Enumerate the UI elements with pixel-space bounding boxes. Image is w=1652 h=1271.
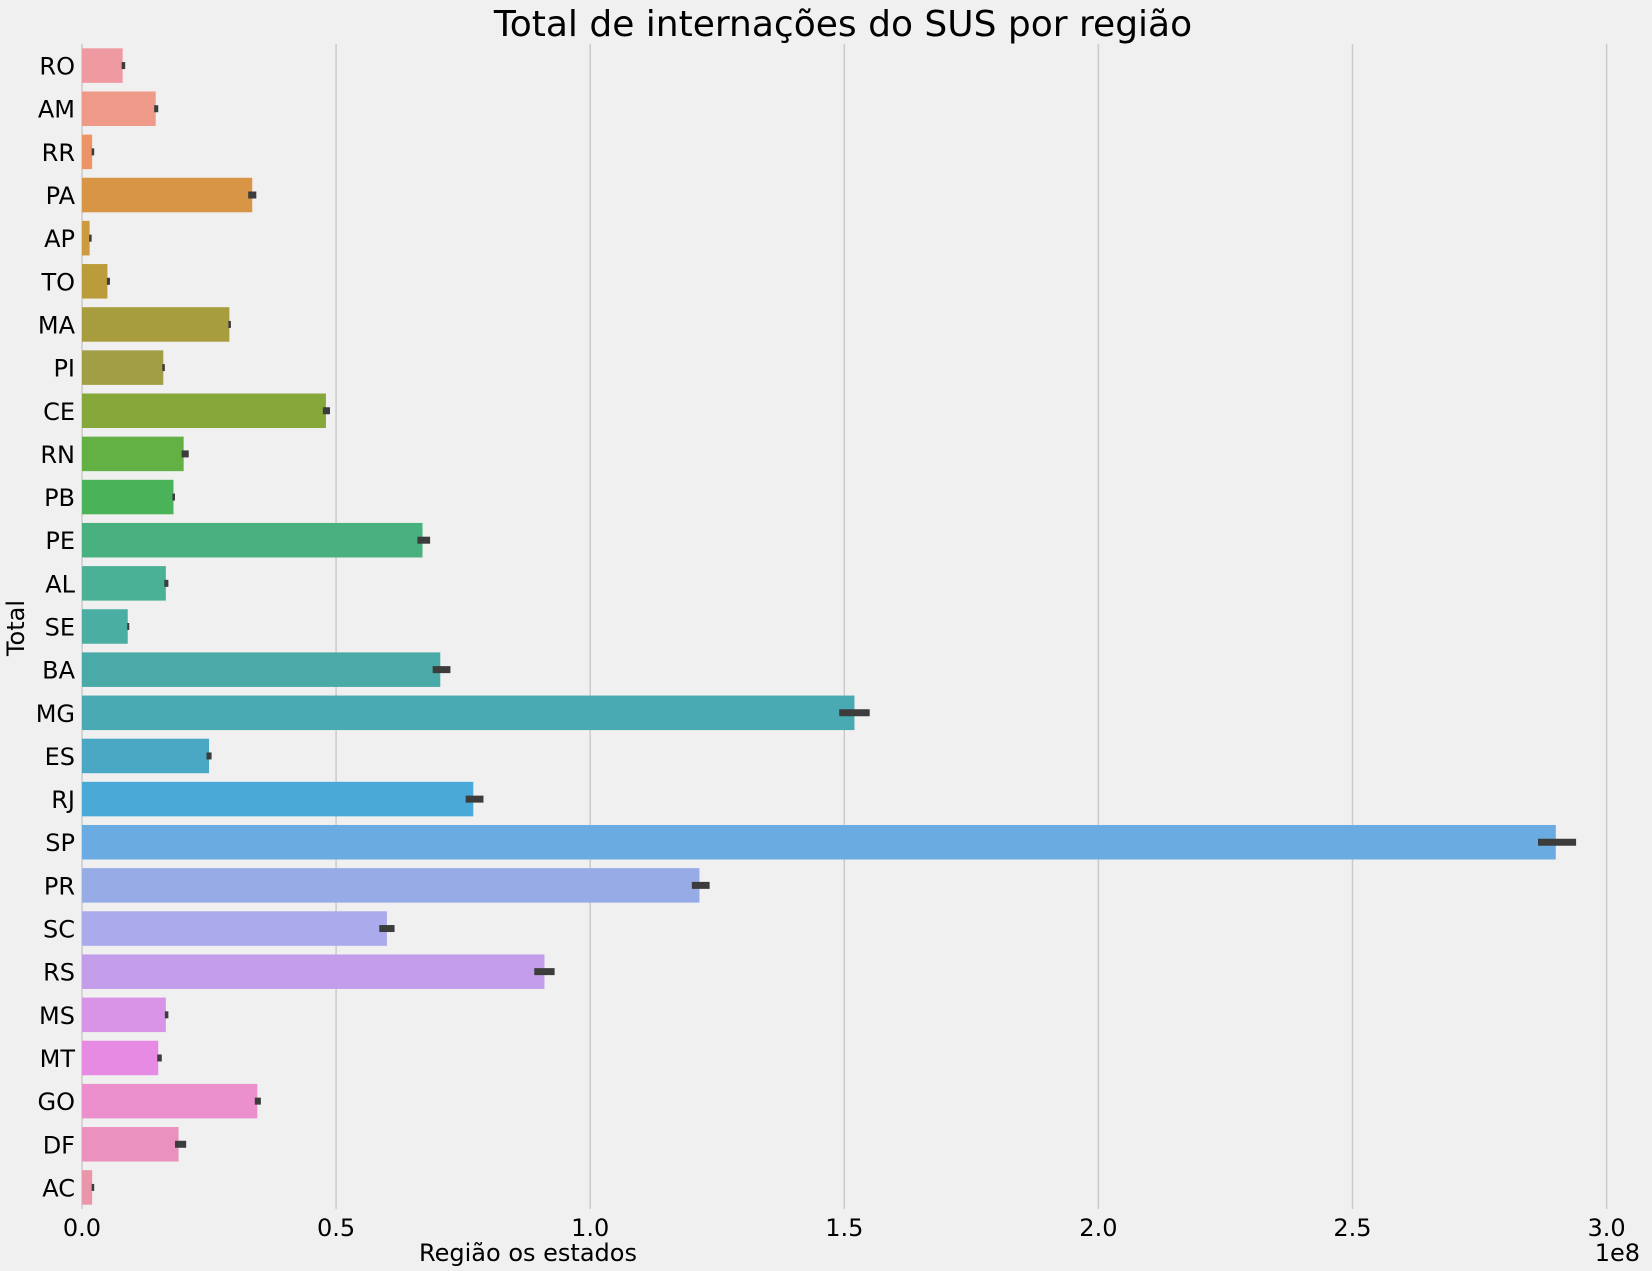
bar-df [82, 1127, 179, 1162]
bar-sc [82, 911, 387, 946]
chart-title: Total de internações do SUS por região [493, 4, 1192, 45]
x-tick-labels: 0.0 0.5 1.0 1.5 2.0 2.5 3.0 [63, 1214, 1626, 1242]
x-tick-label: 2.0 [1079, 1214, 1117, 1242]
y-tick-label-rj: RJ [51, 786, 75, 814]
bar-al [82, 566, 166, 601]
bar-pr [82, 868, 700, 903]
y-tick-label-rs: RS [43, 959, 75, 987]
x-tick-label: 0.0 [63, 1214, 101, 1242]
y-tick-label-to: TO [40, 268, 75, 296]
bar-sp [82, 824, 1556, 860]
bar-pi [82, 350, 164, 385]
bar-ma [82, 307, 230, 342]
y-tick-label-pe: PE [45, 527, 75, 555]
y-tick-label-es: ES [45, 743, 75, 771]
y-tick-label-se: SE [45, 614, 75, 642]
y-tick-label-al: AL [45, 570, 75, 598]
bar-ac [82, 1170, 93, 1205]
bar-rj [82, 781, 474, 817]
y-tick-label-ap: AP [44, 225, 75, 253]
y-tick-label-sc: SC [43, 916, 75, 944]
y-tick-label-mt: MT [40, 1045, 76, 1073]
y-tick-label-ma: MA [38, 311, 76, 339]
bar-mt [82, 1040, 159, 1076]
y-axis-label: Total [2, 600, 30, 657]
y-tick-label-ms: MS [39, 1002, 75, 1030]
bar-pb [82, 479, 174, 515]
y-tick-label-rr: RR [42, 139, 75, 167]
y-tick-label-am: AM [38, 96, 75, 124]
error-bars [89, 62, 1577, 1191]
bar-rn [82, 436, 184, 472]
y-tick-label-df: DF [43, 1131, 75, 1159]
y-tick-label-mg: MG [36, 700, 75, 728]
y-tick-label-pr: PR [44, 872, 75, 900]
bar-to [82, 264, 108, 299]
y-tick-label-rn: RN [40, 441, 75, 469]
bar-rs [82, 954, 545, 989]
x-tick-label: 2.5 [1333, 1214, 1371, 1242]
x-tick-label: 3.0 [1588, 1214, 1626, 1242]
y-tick-label-ac: AC [42, 1174, 75, 1202]
x-offset-label: 1e8 [1595, 1239, 1640, 1267]
bar-se [82, 609, 128, 644]
bar-ap [82, 220, 90, 256]
bar-pe [82, 522, 423, 558]
y-tick-labels: RO AM RR PA AP TO MA PI CE RN PB PE AL SE BA MG ES RJ SP PR… [36, 53, 76, 1203]
y-tick-label-ba: BA [42, 657, 75, 685]
y-tick-label-sp: SP [45, 829, 75, 857]
x-tick-label: 0.5 [317, 1214, 355, 1242]
bar-mg [82, 695, 855, 731]
bar-ms [82, 997, 166, 1033]
x-tick-label: 1.5 [825, 1214, 863, 1242]
bar-pa [82, 177, 253, 213]
bar-rr [82, 134, 93, 170]
bar-ba [82, 652, 441, 687]
y-tick-label-pb: PB [44, 484, 75, 512]
bars [82, 48, 1556, 1205]
x-tick-label: 1.0 [571, 1214, 609, 1242]
bar-ce [82, 393, 326, 429]
bar-go [82, 1083, 258, 1119]
bar-am [82, 91, 156, 126]
y-tick-label-ce: CE [43, 398, 75, 426]
x-axis-label: Região os estados [419, 1239, 637, 1267]
y-tick-label-pi: PI [53, 355, 75, 383]
bar-es [82, 738, 210, 774]
y-tick-label-go: GO [38, 1088, 76, 1116]
y-tick-label-ro: RO [39, 53, 75, 81]
y-tick-label-pa: PA [46, 182, 76, 210]
bar-ro [82, 48, 123, 83]
